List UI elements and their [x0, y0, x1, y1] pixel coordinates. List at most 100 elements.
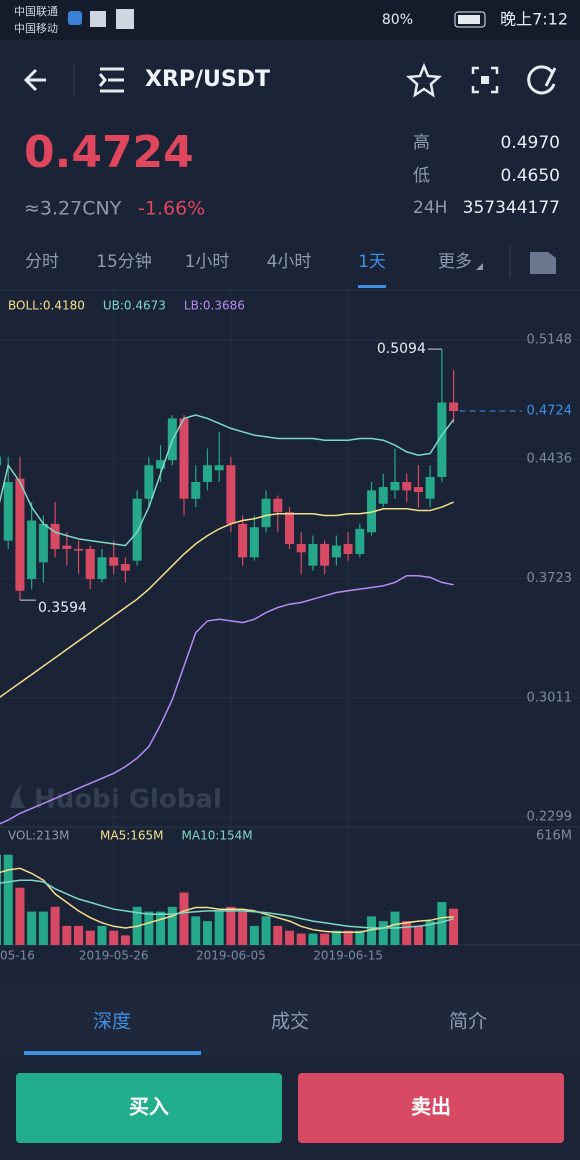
status-icon [68, 11, 82, 25]
volume-bar [249, 925, 259, 945]
share-button[interactable] [527, 65, 557, 95]
stat-label: 低 [413, 166, 430, 186]
volume-bar [97, 925, 107, 945]
buy-label[interactable]: 买入 [129, 1095, 169, 1119]
candle-body [367, 490, 377, 533]
volume-bar [120, 935, 130, 945]
candle-body [50, 523, 60, 549]
volume-bar [402, 921, 412, 945]
stat-value: 0.4650 [501, 166, 560, 186]
stat-value: 357344177 [463, 198, 560, 218]
volume-bar [62, 925, 72, 945]
legend-entry: UB:0.4673 [103, 299, 166, 313]
tab-underline [358, 285, 386, 288]
legend-entry: BOLL:0.4180 [8, 299, 85, 313]
volume-bar [38, 911, 48, 945]
candle-body [214, 465, 224, 471]
candle-body [261, 498, 271, 528]
candle-body [320, 543, 330, 566]
screenshot-button[interactable] [471, 66, 499, 94]
candle-body [38, 523, 48, 563]
bottom-tab[interactable]: 成交 [271, 1011, 309, 1033]
menu-button[interactable] [98, 67, 124, 93]
last-price: 0.4724 [24, 127, 194, 178]
volume-bar [179, 892, 189, 945]
sell-button[interactable] [298, 1073, 564, 1143]
candle-body [179, 418, 189, 499]
candle-body [109, 557, 119, 566]
volume-bar [425, 921, 435, 945]
x-tick-label: 2019-05-26 [79, 949, 149, 963]
sell-label[interactable]: 卖出 [411, 1095, 451, 1119]
change-percent: -1.66% [138, 198, 205, 220]
volume-bar [214, 911, 224, 945]
candle-body [62, 545, 72, 549]
volume-bar [15, 887, 25, 945]
candle-body [355, 528, 365, 554]
tab[interactable]: 更多 [438, 252, 472, 272]
bottom-tab[interactable]: 简介 [449, 1011, 487, 1033]
candle-body [449, 402, 459, 412]
battery-level [458, 15, 480, 24]
candle-body [132, 498, 142, 561]
settings-button[interactable] [530, 252, 556, 274]
volume-bar [355, 930, 365, 945]
candle-body [156, 460, 166, 469]
y-tick-label: 0.5148 [527, 333, 573, 348]
last-price-label: 0.4724 [527, 404, 573, 419]
volume-bar [413, 925, 423, 945]
volume-bar [226, 906, 236, 945]
volume-bar [273, 925, 283, 945]
candle-body [296, 543, 306, 553]
candle-body [285, 512, 294, 544]
candle-body [3, 482, 13, 541]
legend-entry: MA5:165M [100, 829, 164, 843]
volume-bar [320, 933, 330, 945]
back-button[interactable] [23, 68, 46, 92]
candle-body [249, 527, 259, 558]
volume-bar [449, 908, 459, 945]
tab[interactable]: 1小时 [185, 252, 230, 272]
bottom-tabs: 深度 成交 简介 [93, 1011, 487, 1033]
candle-body [15, 478, 25, 591]
legend-entry: MA10:154M [182, 829, 253, 843]
chart: 0.5148 0.4436 0.3723 0.3011 0.2299 BOLL:0.418… [0, 290, 580, 963]
screenshot-icon [481, 76, 489, 84]
clock: 晚上7:12 [500, 10, 568, 29]
legend-entry: LB:0.3686 [184, 299, 245, 313]
tab[interactable]: 4小时 [267, 252, 312, 272]
stat-label: 高 [413, 133, 430, 153]
candle-body [144, 465, 154, 499]
watermark: Huobi Global [34, 785, 222, 815]
candle-body [308, 543, 318, 566]
buy-button[interactable] [16, 1073, 282, 1143]
volume-bar [144, 911, 154, 945]
tab[interactable]: 分时 [25, 252, 59, 272]
favorite-button[interactable] [405, 62, 443, 98]
pair-title: XRP/USDT [145, 67, 270, 92]
volume-label: VOL:213M [8, 829, 69, 843]
volume-bar [0, 854, 1, 945]
tab-underline [24, 1051, 201, 1055]
candle-body [273, 498, 283, 513]
low-marker-label: 0.3594 [38, 600, 87, 616]
tab[interactable]: 15分钟 [96, 252, 152, 272]
interval-tabs: 分时 15分钟 1小时 4小时 1天 更多 [25, 252, 483, 288]
volume-bar [50, 906, 60, 945]
candle-body [343, 543, 353, 554]
bottom-tab[interactable]: 深度 [93, 1011, 131, 1033]
volume-bar [85, 930, 95, 945]
battery-percent: 80% [382, 12, 413, 28]
volume-bar [202, 921, 212, 945]
y-tick-label: 0.3723 [527, 571, 573, 586]
x-tick-label: 2019-06-15 [313, 949, 383, 963]
indicator-line [0, 574, 454, 825]
x-tick-label: 05-16 [0, 949, 35, 963]
tab[interactable]: 1天 [358, 252, 386, 272]
volume-bar [367, 916, 377, 945]
cny-price: ≈3.27CNY [24, 198, 122, 220]
candle-body [191, 482, 201, 499]
dropdown-arrow [476, 263, 483, 270]
candle-body [27, 520, 37, 580]
